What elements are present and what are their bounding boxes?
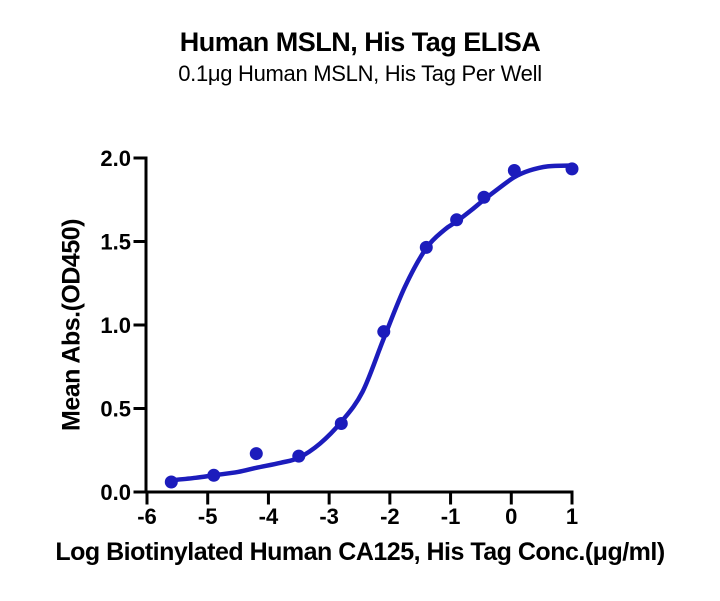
x-tick-label: -4 <box>259 504 279 529</box>
data-point <box>292 449 306 463</box>
y-tick-label: 1.5 <box>100 230 131 255</box>
fit-curve <box>169 163 575 483</box>
data-point <box>334 417 348 431</box>
y-tick-label: 2.0 <box>100 146 131 171</box>
data-point <box>419 240 433 254</box>
x-tick-label: -2 <box>380 504 400 529</box>
data-point <box>507 164 521 178</box>
chart-subtitle: 0.1μg Human MSLN, His Tag Per Well <box>178 61 542 86</box>
x-tick-label: 0 <box>505 504 517 529</box>
data-point <box>377 325 391 339</box>
x-tick-label: 1 <box>566 504 578 529</box>
x-tick-label: -5 <box>198 504 218 529</box>
x-axis-title: Log Biotinylated Human CA125, His Tag Co… <box>55 538 665 566</box>
data-point <box>249 447 263 461</box>
y-tick-label: 0.0 <box>100 480 131 505</box>
data-point <box>207 468 221 482</box>
data-point <box>477 190 491 204</box>
chart-title: Human MSLN, His Tag ELISA <box>179 27 541 57</box>
x-tick-label: -6 <box>137 504 157 529</box>
x-tick-label: -1 <box>441 504 461 529</box>
x-tick-label: -3 <box>319 504 339 529</box>
y-axis-title: Mean Abs.(OD450) <box>57 219 86 431</box>
data-point <box>164 475 178 489</box>
y-tick-label: 1.0 <box>100 313 131 338</box>
data-point <box>565 162 579 176</box>
data-point <box>450 213 464 227</box>
y-tick-label: 0.5 <box>100 397 131 422</box>
